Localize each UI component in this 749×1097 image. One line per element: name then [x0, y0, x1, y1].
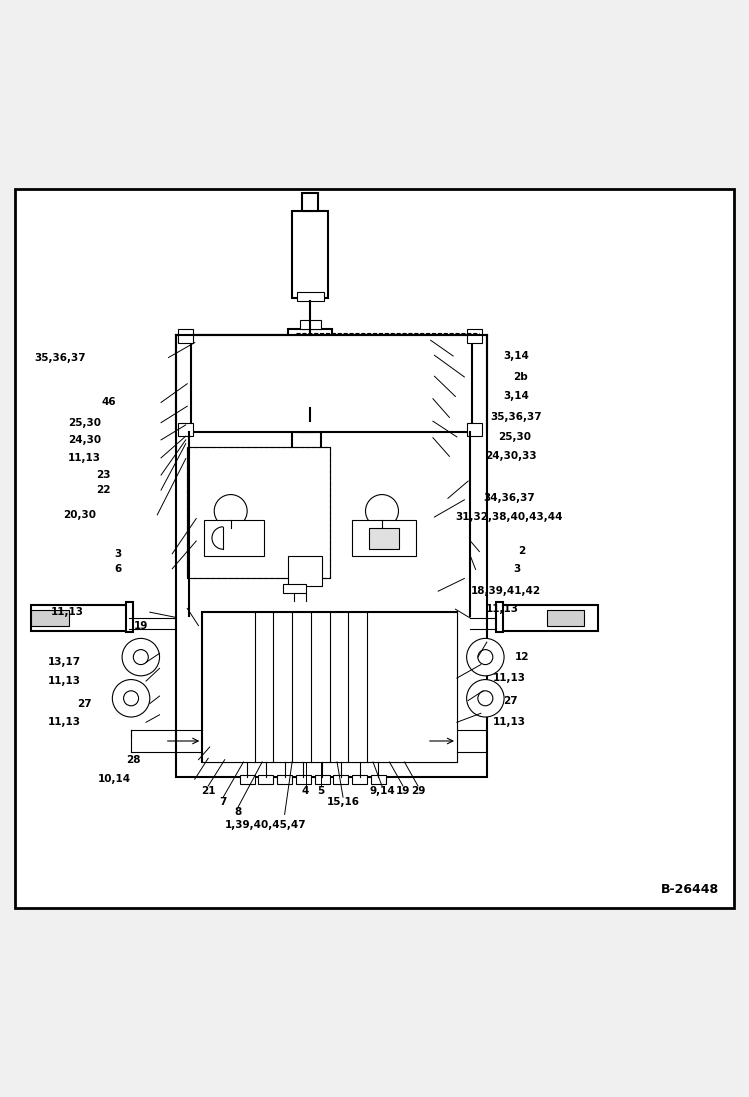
- Bar: [178, 329, 193, 342]
- Text: 28: 28: [127, 755, 141, 765]
- Text: 3,14: 3,14: [503, 392, 530, 402]
- Bar: [292, 432, 321, 500]
- Text: B-26448: B-26448: [661, 883, 719, 896]
- Text: 2: 2: [518, 546, 526, 556]
- Text: 10,14: 10,14: [98, 774, 131, 784]
- Bar: [496, 602, 503, 632]
- Text: 11,13: 11,13: [68, 453, 101, 463]
- Circle shape: [478, 649, 493, 665]
- Text: 3: 3: [114, 548, 121, 558]
- Text: 5: 5: [317, 785, 324, 796]
- Bar: [299, 496, 314, 504]
- Text: 27: 27: [76, 699, 91, 709]
- Text: 11,13: 11,13: [493, 674, 526, 683]
- Bar: [297, 292, 324, 302]
- Text: 11,13: 11,13: [51, 607, 84, 618]
- Bar: [467, 329, 482, 342]
- Text: 11,13: 11,13: [493, 717, 526, 727]
- Bar: [277, 776, 292, 784]
- Text: 8: 8: [234, 807, 242, 817]
- Bar: [283, 585, 306, 593]
- Text: 25,30: 25,30: [498, 432, 531, 442]
- Text: 3: 3: [513, 565, 521, 575]
- Text: 24,30: 24,30: [68, 434, 101, 445]
- Circle shape: [478, 691, 493, 705]
- Text: 35,36,37: 35,36,37: [34, 352, 86, 362]
- Text: 35,36,37: 35,36,37: [491, 412, 542, 422]
- Text: 11,13: 11,13: [48, 717, 81, 727]
- Text: 15,16: 15,16: [327, 798, 360, 807]
- Text: 24,30,33: 24,30,33: [485, 451, 537, 462]
- Bar: [31, 610, 69, 626]
- Bar: [369, 528, 399, 548]
- Text: 13,17: 13,17: [48, 657, 81, 667]
- Circle shape: [366, 495, 398, 528]
- Text: 7: 7: [219, 798, 227, 807]
- Bar: [292, 212, 328, 297]
- Text: 21: 21: [201, 785, 216, 796]
- Text: 6: 6: [114, 564, 121, 574]
- Text: 27: 27: [503, 695, 518, 705]
- Bar: [31, 604, 129, 631]
- Text: 1,39,40,45,47: 1,39,40,45,47: [225, 819, 306, 829]
- Bar: [191, 335, 472, 432]
- Text: 11,13: 11,13: [48, 676, 81, 686]
- Bar: [240, 776, 255, 784]
- Bar: [500, 604, 598, 631]
- Bar: [352, 520, 416, 556]
- Text: 20,30: 20,30: [63, 510, 96, 520]
- Bar: [176, 335, 487, 777]
- Bar: [315, 776, 330, 784]
- Bar: [299, 425, 314, 432]
- Text: 34,36,37: 34,36,37: [483, 494, 535, 504]
- Text: 9,14: 9,14: [369, 785, 395, 796]
- Bar: [333, 776, 348, 784]
- Text: 2b: 2b: [513, 372, 528, 382]
- Bar: [467, 422, 482, 437]
- Text: 19: 19: [395, 785, 410, 796]
- Circle shape: [214, 495, 247, 528]
- Text: 19: 19: [134, 621, 148, 631]
- Bar: [258, 776, 273, 784]
- Circle shape: [122, 638, 160, 676]
- Circle shape: [467, 638, 504, 676]
- Text: 18,39,41,42: 18,39,41,42: [470, 586, 541, 596]
- Text: 31,32,38,40,43,44: 31,32,38,40,43,44: [455, 512, 563, 522]
- Bar: [288, 556, 322, 586]
- Circle shape: [124, 691, 139, 705]
- Circle shape: [133, 649, 148, 665]
- Text: 11,13: 11,13: [485, 604, 518, 614]
- Bar: [178, 422, 193, 437]
- Text: 25,30: 25,30: [68, 418, 101, 428]
- Bar: [187, 448, 330, 578]
- Circle shape: [467, 679, 504, 717]
- Bar: [300, 320, 321, 329]
- Text: 12: 12: [515, 652, 530, 663]
- Bar: [202, 612, 457, 762]
- Bar: [296, 776, 311, 784]
- Bar: [371, 776, 386, 784]
- Text: 29: 29: [410, 785, 425, 796]
- Bar: [288, 329, 332, 408]
- Bar: [187, 448, 330, 578]
- Bar: [547, 610, 584, 626]
- Bar: [300, 408, 321, 417]
- Bar: [302, 193, 318, 212]
- Circle shape: [112, 679, 150, 717]
- Bar: [126, 602, 133, 632]
- Text: 22: 22: [97, 485, 111, 495]
- Text: 46: 46: [101, 397, 116, 407]
- Bar: [352, 776, 367, 784]
- Text: 3,14: 3,14: [503, 351, 530, 361]
- Bar: [202, 612, 457, 762]
- Bar: [204, 520, 264, 556]
- Text: 23: 23: [97, 471, 111, 480]
- Text: 4: 4: [302, 785, 309, 796]
